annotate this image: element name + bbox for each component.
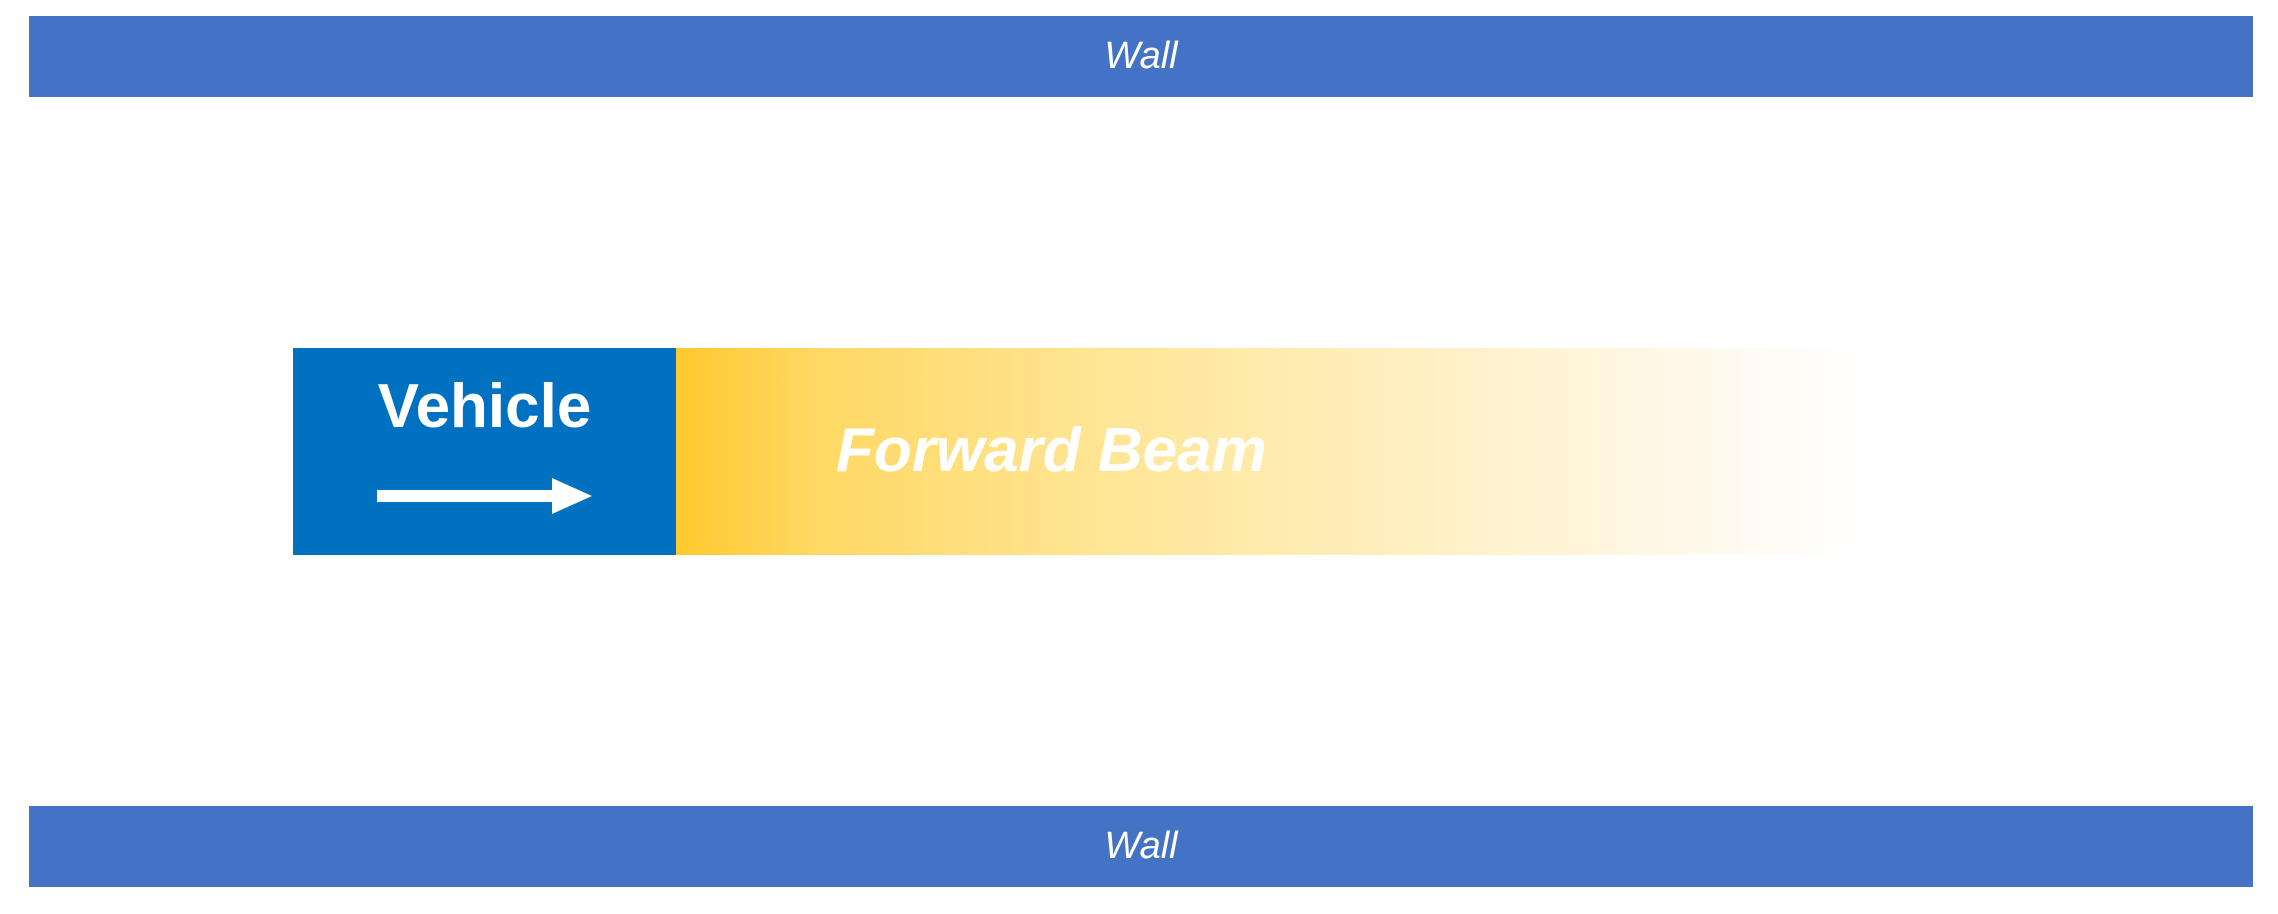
forward-beam-label: Forward Beam bbox=[836, 416, 1267, 485]
right-arrow-icon bbox=[377, 478, 592, 514]
vehicle-label: Vehicle bbox=[377, 372, 592, 441]
bottom-wall: Wall bbox=[29, 806, 2253, 887]
top-wall: Wall bbox=[29, 16, 2253, 97]
vehicle-block: Vehicle bbox=[293, 348, 676, 555]
top-wall-label: Wall bbox=[1104, 35, 1178, 77]
bottom-wall-label: Wall bbox=[1104, 825, 1178, 867]
forward-beam: Forward Beam bbox=[676, 348, 1870, 555]
